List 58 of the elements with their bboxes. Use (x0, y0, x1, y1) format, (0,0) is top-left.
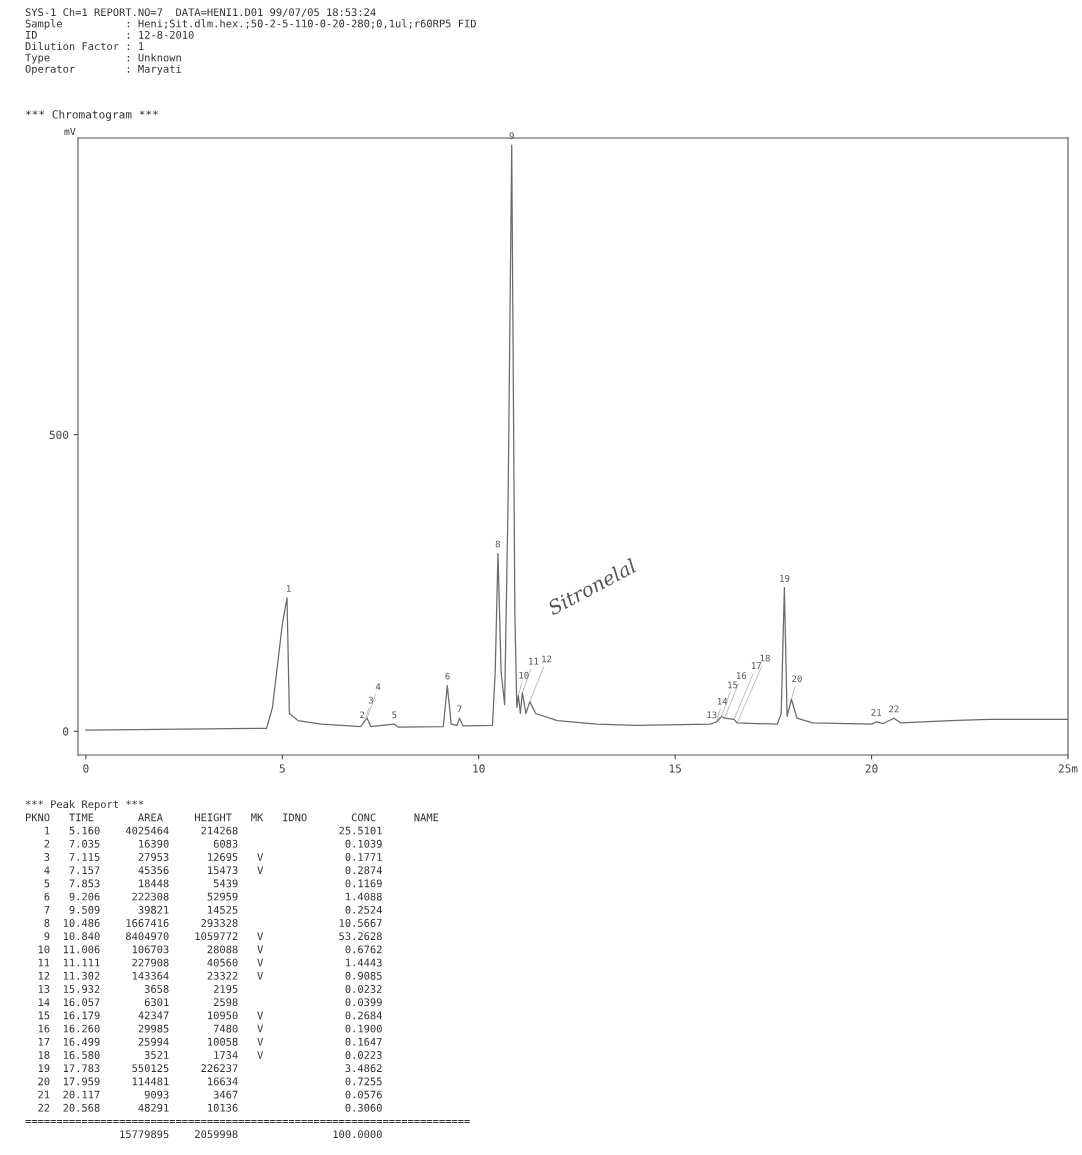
text: 6 9.206 222308 52959 1.4088 (44, 892, 382, 901)
y-axis-title: mV (64, 127, 76, 135)
text: PKNO TIME AREA HEIGHT MK IDNO CONC NAME (26, 813, 439, 822)
text: 2 7.035 16390 6083 0.1039 (44, 839, 382, 848)
text: 21 20.117 9093 3467 0.0576 (38, 1090, 382, 1099)
chart-subtitle: SYS-1 Ch=1 REPORT.NO=7 DATA=HENI1.D01 99/07/05 18:53:24 Sample : Heni;Sit.dlm.hex.;50-2-5-110-0-20-280;0,1ul;r60RP5 FID ID : 12-8-2010 Dilution Factor : 1 Type : Unknown Operator : Maryati (25, 8, 476, 75)
x-tick-label: 20 (865, 764, 878, 773)
text: 11 11.111 227908 40560 V 1.4443 (38, 958, 382, 967)
x-tick-label: 15 (669, 764, 681, 773)
annotation: 5 (392, 711, 397, 719)
text: 19 17.783 550125 226237 3.4862 (38, 1064, 382, 1073)
x-tick-label: 25m (1058, 764, 1078, 773)
text: 22 20.568 48291 10136 0.3060 (38, 1103, 382, 1112)
annotation: 13 (707, 711, 717, 719)
text: 18 16.580 3521 1734 V 0.0223 (38, 1051, 382, 1059)
text: 14 16.057 6301 2598 0.0399 (38, 998, 382, 1007)
text: ======================================================================= (25, 1120, 470, 1123)
text: 8 10.486 1667416 293328 10.5667 (44, 919, 382, 927)
annotation: 3 (368, 696, 373, 704)
annotation: 1 (286, 585, 291, 592)
annotation: 20 (792, 675, 802, 683)
text: 20 17.959 114481 16634 0.7255 (38, 1077, 382, 1086)
annotation: 12 (542, 655, 552, 663)
text: 1 5.160 4025464 214268 25.5101 (45, 826, 382, 835)
x-tick-label: 10 (473, 764, 485, 773)
text: 16 16.260 29985 7480 V 0.1900 (38, 1024, 382, 1033)
text: 10 11.006 106703 28088 V 0.6762 (38, 945, 382, 954)
annotation: 21 (871, 709, 881, 716)
annotation: 15 (728, 681, 738, 689)
annotation: 7 (457, 705, 462, 713)
annotation: 18 (760, 654, 770, 662)
x-tick-label: 5 (279, 764, 285, 773)
annotation: 10 (519, 671, 529, 679)
annotation: 9 (509, 132, 514, 140)
y-tick-label: 500 (49, 430, 69, 440)
text: 13 15.932 3658 2195 0.0232 (38, 985, 382, 993)
text: 3 7.115 27953 12695 V 0.1771 (44, 853, 382, 861)
annotation: 2 (360, 711, 365, 719)
text: 15779895 2059998 100.0000 (120, 1130, 382, 1139)
text: 4 7.157 45356 15473 V 0.2874 (44, 866, 382, 875)
text: 9 10.840 8404970 1059772 V 53.2628 (44, 932, 382, 941)
text: 7 9.509 39821 14525 0.2524 (44, 905, 382, 914)
text: 15 16.179 42347 10950 V 0.2684 (38, 1011, 382, 1020)
text: 17 16.499 25994 10058 V 0.1647 (38, 1037, 382, 1046)
annotation: 6 (445, 672, 450, 680)
text: 5 7.853 18448 5439 0.1169 (44, 879, 382, 888)
x-tick-label: 0 (83, 764, 89, 773)
text: *** Peak Report *** (25, 800, 144, 811)
chart-title: *** Chromatogram *** (25, 110, 158, 121)
annotation: 16 (736, 672, 747, 679)
text: 12 11.302 143364 23322 V 0.9085 (38, 971, 382, 980)
annotation: 19 (780, 574, 790, 582)
annotation: 4 (375, 683, 381, 690)
annotation: 22 (889, 705, 899, 713)
annotation: 11 (529, 657, 539, 665)
annotation: 17 (751, 662, 762, 669)
annotation: 14 (717, 698, 728, 705)
annotation: 8 (495, 540, 500, 548)
